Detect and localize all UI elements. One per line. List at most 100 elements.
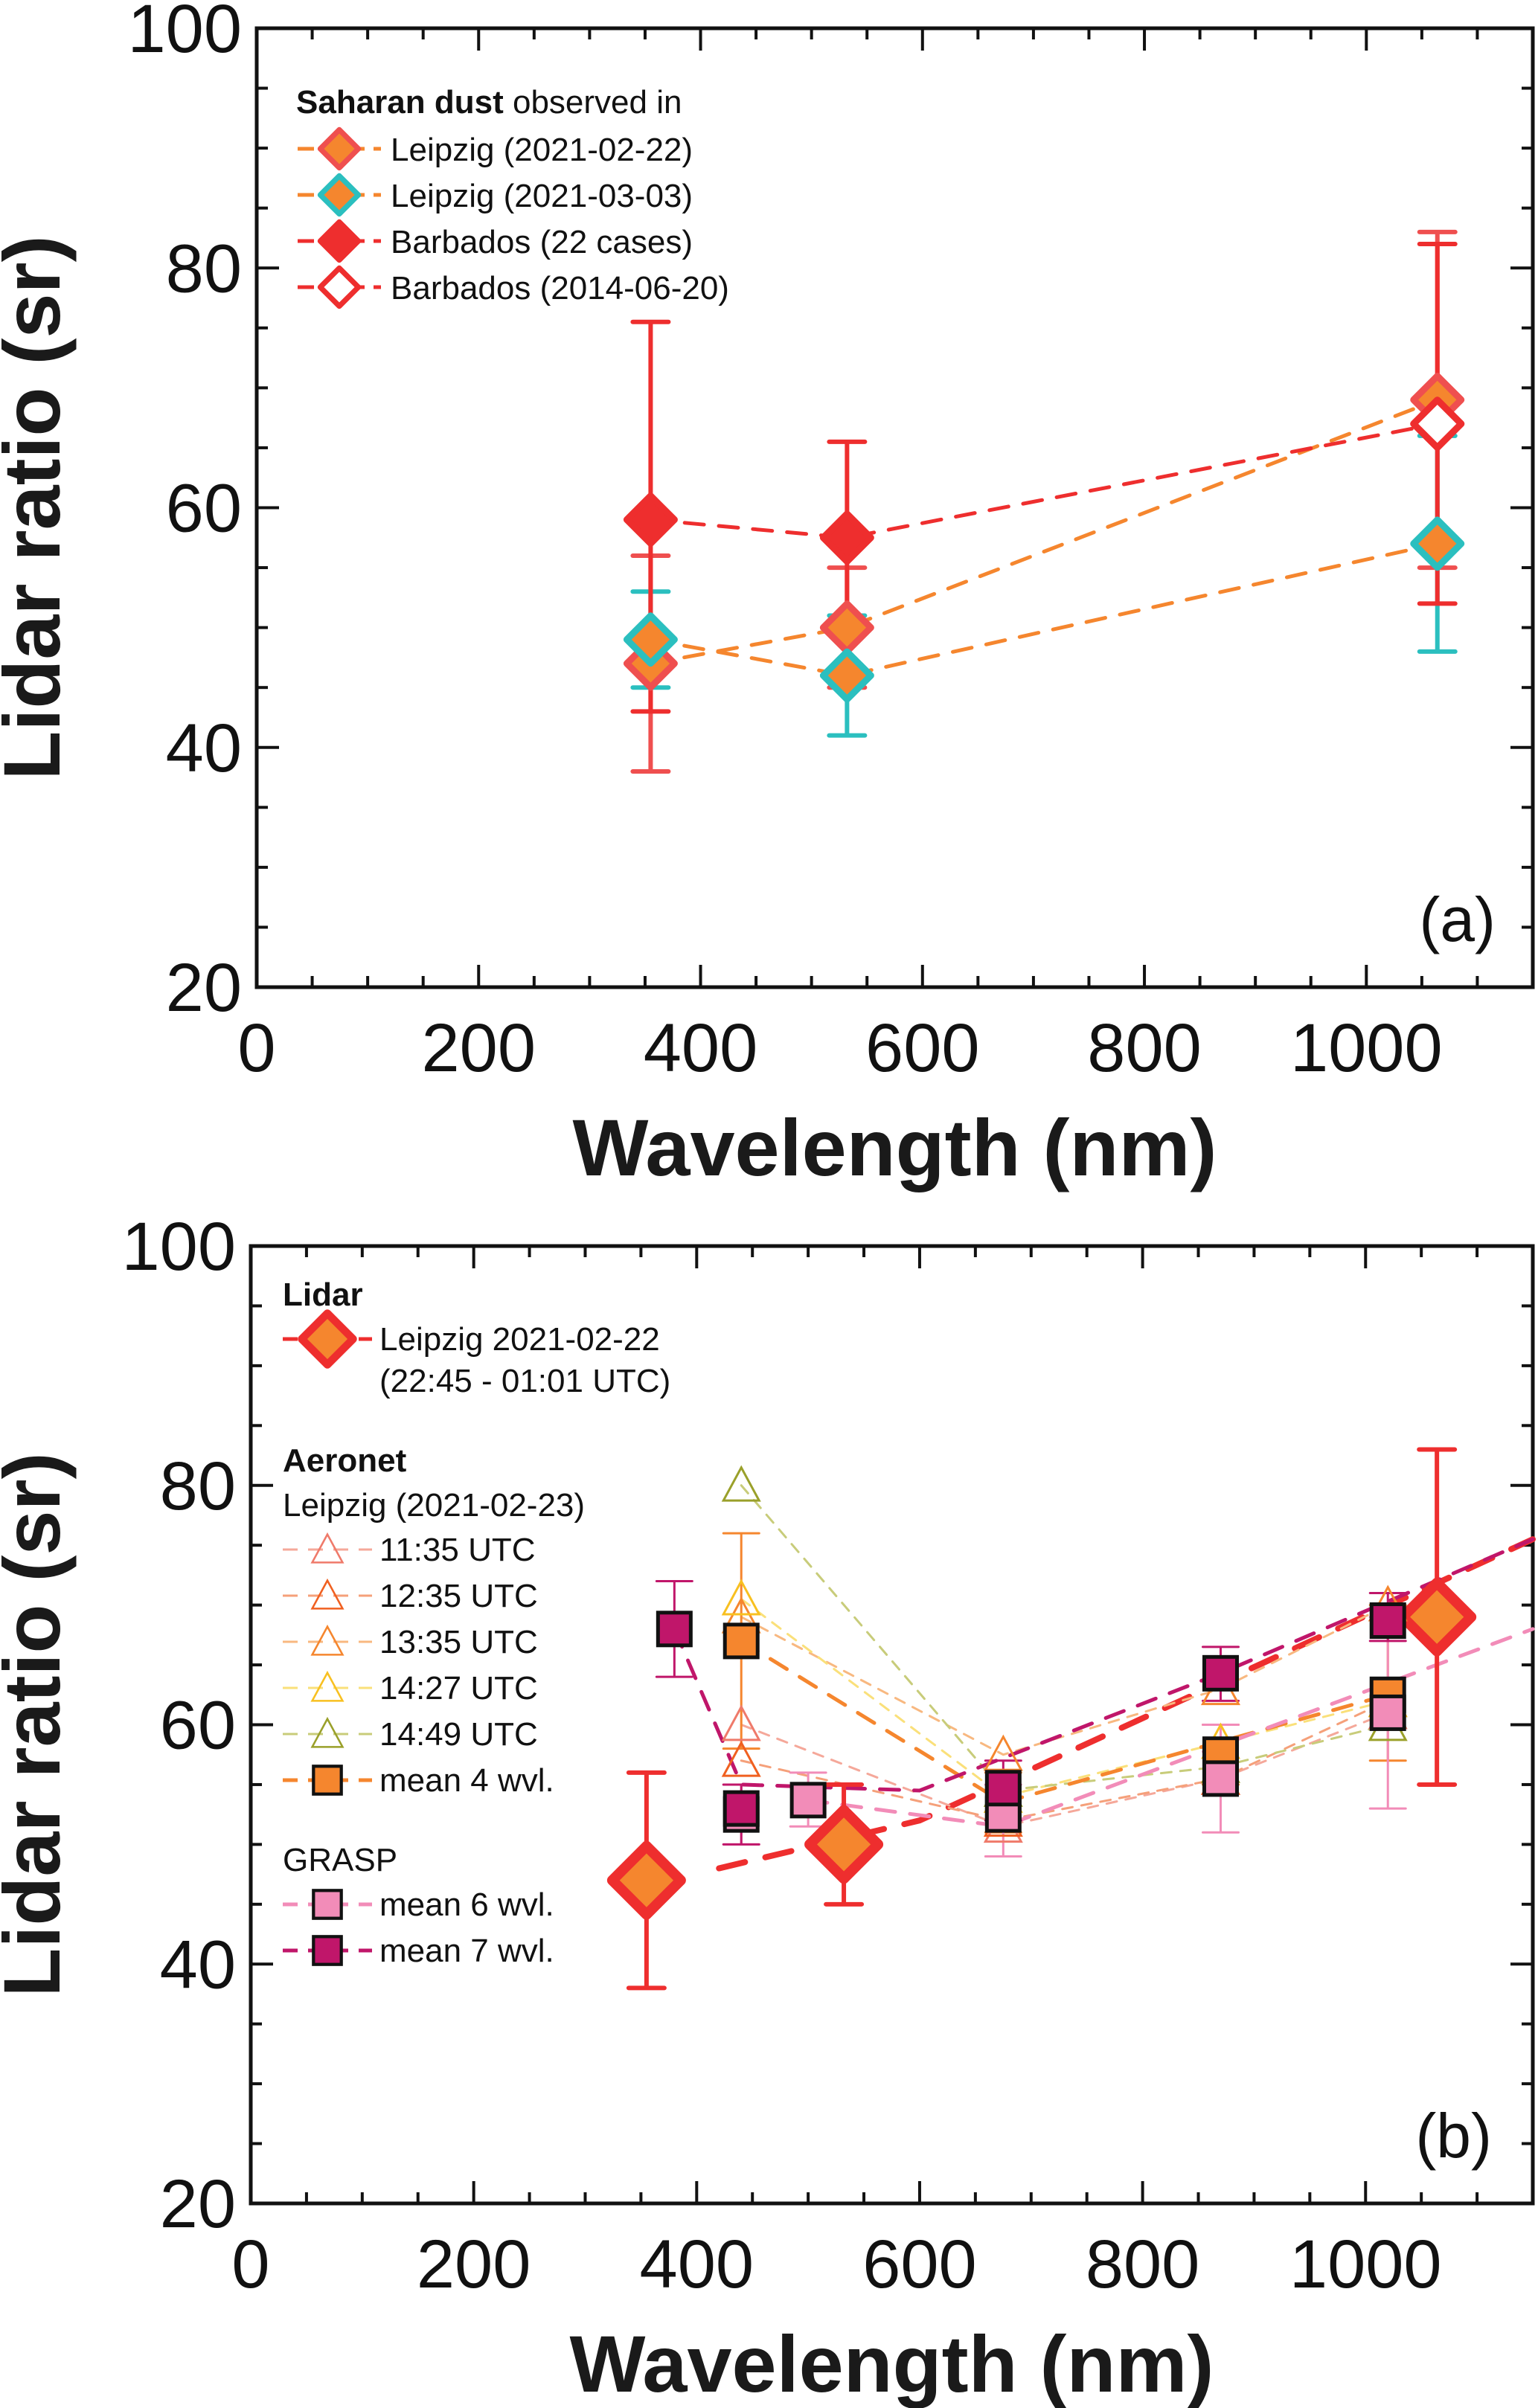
data-point	[1369, 1694, 1406, 1731]
legend-title-bold: Saharan dust	[296, 84, 504, 121]
legend-marker	[310, 1624, 345, 1656]
legend-group-title: Lidar	[283, 1277, 363, 1313]
x-tick-label: 400	[640, 2226, 754, 2302]
y-tick-label: 40	[166, 710, 242, 786]
legend-marker	[312, 1935, 343, 1966]
legend-marker	[317, 219, 362, 263]
legend-marker	[298, 1309, 357, 1369]
y-tick-label: 20	[166, 950, 242, 1026]
data-point	[804, 1805, 884, 1884]
data-point	[721, 1704, 761, 1741]
plot-frame	[254, 26, 1535, 989]
series-line-leipzig-2021-02-22	[716, 1536, 1536, 1872]
x-axis-title: Wavelength (nm)	[569, 2319, 1214, 2408]
series-line-barbados-22-cases-	[648, 422, 1440, 540]
panel-b: 0 200 400 600 800 1000 20 40 60 80 100 Wavelength (…	[0, 1209, 1536, 2408]
legend-title-rest: observed in	[504, 84, 682, 121]
legend-marker	[317, 265, 362, 309]
data-point	[623, 612, 678, 667]
data-point	[983, 1734, 1023, 1771]
data-point	[721, 1465, 761, 1502]
y-tick-label: 40	[160, 1927, 236, 2003]
legend-label: mean 4 wvl.	[379, 1762, 554, 1799]
legend-marker	[310, 1578, 345, 1610]
data-point	[1202, 1760, 1239, 1797]
data-point	[789, 1782, 827, 1819]
legend-group-subtitle: Leipzig (2021-02-23)	[283, 1487, 585, 1524]
y-tick-label: 80	[160, 1448, 236, 1524]
legend-label: 11:35 UTC	[379, 1532, 536, 1568]
y-tick-label: 20	[160, 2166, 236, 2242]
y-axis-title: Lidar ratio (sr)	[0, 235, 77, 780]
data-point	[722, 1622, 760, 1660]
legend-title: Saharan dust observed in	[296, 84, 682, 121]
data-layer	[623, 229, 1465, 774]
x-tick-label: 1000	[1290, 1010, 1443, 1086]
series-line-13-35-utc	[740, 1604, 1389, 1756]
y-tick-label: 100	[122, 1209, 237, 1285]
series-line-mean-7-wvl-	[672, 1537, 1535, 1793]
legend-label: mean 6 wvl.	[379, 1887, 554, 1923]
data-point	[984, 1770, 1022, 1807]
data-point	[1397, 1577, 1477, 1657]
y-tick-label: 80	[166, 231, 242, 306]
legend-marker	[312, 1765, 343, 1796]
legend: Lidar Leipzig 2021-02-22 (22:45 - 01:01 UT…	[283, 1277, 670, 1969]
series-line-12-35-utc	[740, 1699, 1389, 1822]
legend-label: 12:35 UTC	[379, 1578, 538, 1614]
series-line-leipzig-2021-03-03-	[648, 542, 1440, 678]
x-tick-label: 600	[862, 2226, 977, 2302]
series-line-14-49-utc	[740, 1484, 1389, 1792]
legend-label: Leipzig 2021-02-22	[379, 1321, 660, 1358]
data-point	[721, 1579, 761, 1616]
y-axis-title: Lidar ratio (sr)	[0, 1452, 77, 1997]
legend-label: mean 7 wvl.	[379, 1933, 554, 1969]
x-tick-label: 800	[1087, 1010, 1202, 1086]
data-point	[722, 1790, 760, 1827]
series-line-14-27-utc	[740, 1598, 1389, 1798]
data-point	[1410, 516, 1465, 571]
data-layer	[606, 1447, 1536, 1991]
legend-marker	[312, 1889, 343, 1920]
legend-marker	[310, 1670, 345, 1702]
data-point	[819, 648, 874, 703]
legend-label: 13:35 UTC	[379, 1624, 538, 1660]
legend-label: Leipzig (2021-03-03)	[391, 178, 693, 214]
series-line-mean-4-wvl-	[739, 1639, 1390, 1805]
x-tick-label: 200	[417, 2226, 531, 2302]
data-point	[1369, 1602, 1406, 1640]
legend-label: Barbados (2014-06-20)	[391, 270, 729, 306]
x-tick-label: 200	[422, 1010, 536, 1086]
data-point	[656, 1611, 693, 1648]
y-tick-label: 100	[128, 0, 243, 67]
legend-group-title: GRASP	[283, 1842, 397, 1878]
data-point	[623, 492, 678, 548]
data-point	[606, 1840, 686, 1920]
x-tick-label: 800	[1086, 2226, 1200, 2302]
legend-marker	[317, 173, 362, 217]
data-point	[1202, 1654, 1239, 1692]
panel-label: (b)	[1415, 2101, 1492, 2171]
data-point	[819, 600, 874, 655]
legend-label: Barbados (22 cases)	[391, 224, 693, 260]
legend-marker	[310, 1716, 345, 1748]
y-tick-label: 60	[160, 1688, 236, 1764]
series-line-11-35-utc	[740, 1711, 1389, 1828]
legend-label: 14:49 UTC	[379, 1716, 538, 1753]
panel-a: 0 200 400 600 800 1000 20 40 60 80 100 Wavelength (…	[0, 0, 1535, 1192]
series-line-mean-6-wvl-	[806, 1627, 1535, 1829]
x-tick-label: 1000	[1289, 2226, 1442, 2302]
y-tick-label: 60	[166, 471, 242, 547]
legend-label: Leipzig (2021-02-22)	[391, 132, 693, 168]
legend-group-title: Aeronet	[283, 1442, 407, 1479]
x-tick-label: 0	[237, 1010, 275, 1086]
legend-marker	[317, 126, 362, 171]
series-line-leipzig-2021-02-22-	[648, 397, 1440, 666]
panel-label: (a)	[1419, 884, 1496, 954]
x-tick-label: 0	[231, 2226, 269, 2302]
legend-label: (22:45 - 01:01 UTC)	[379, 1363, 670, 1399]
x-tick-label: 600	[865, 1010, 980, 1086]
data-point	[819, 510, 874, 565]
x-tick-label: 400	[644, 1010, 758, 1086]
